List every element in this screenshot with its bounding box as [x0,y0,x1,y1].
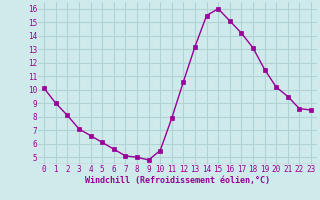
X-axis label: Windchill (Refroidissement éolien,°C): Windchill (Refroidissement éolien,°C) [85,176,270,185]
